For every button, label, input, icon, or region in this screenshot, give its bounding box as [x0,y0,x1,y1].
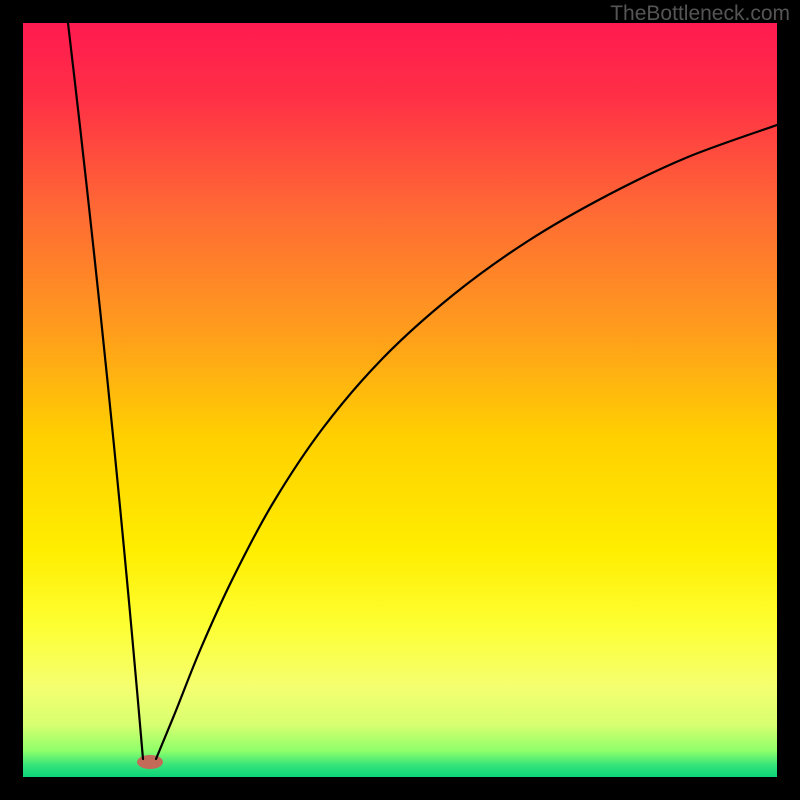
watermark-text: TheBottleneck.com [610,2,790,26]
minimum-marker [137,755,163,769]
chart-plot-area [23,23,777,777]
gradient-background [23,23,777,777]
chart-svg [23,23,777,777]
